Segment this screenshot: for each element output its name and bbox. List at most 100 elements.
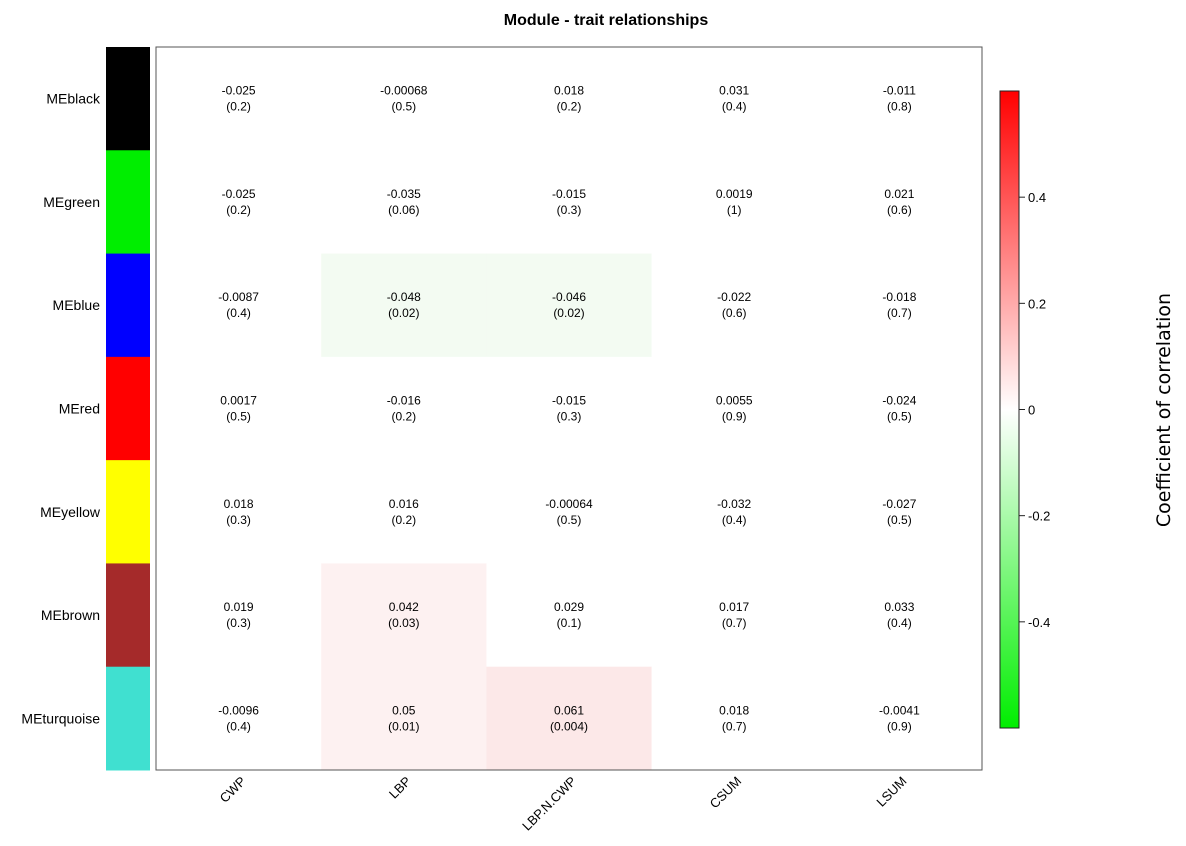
- cell-pvalue: (0.2): [226, 203, 251, 217]
- cell-value: 0.018: [719, 703, 749, 717]
- row-swatch-MEturquoise: [106, 666, 150, 771]
- cell-value: -0.025: [222, 187, 256, 201]
- row-label-MEyellow: MEyellow: [40, 504, 101, 520]
- cell-MEgreen-CWP: [156, 150, 322, 255]
- cell-value: -0.00068: [380, 84, 428, 98]
- cell-MEturquoise-LBP: [321, 666, 487, 771]
- cell-MEblack-CWP: [156, 47, 322, 151]
- cell-value: -0.024: [882, 394, 916, 408]
- cell-pvalue: (0.2): [391, 513, 416, 527]
- cell-value: 0.042: [389, 600, 419, 614]
- row-labels: MEblack MEgreen MEblue MEred MEyellow MEbrown…: [21, 91, 101, 727]
- legend-tick-label: -0.2: [1028, 509, 1050, 524]
- cell-MEbrown-LBP: [321, 563, 487, 668]
- legend-title: Coefficient of correlation: [1153, 293, 1175, 527]
- cell-value: -0.032: [717, 497, 751, 511]
- cell-pvalue: (0.02): [388, 306, 419, 320]
- cell-value: -0.0096: [218, 703, 259, 717]
- cell-MEyellow-LBP.N.CWP: [486, 460, 653, 564]
- cell-value: -0.016: [387, 394, 421, 408]
- cell-pvalue: (0.4): [226, 719, 251, 733]
- legend-colorbar: [999, 90, 1020, 729]
- column-label-CSUM: CSUM: [707, 774, 745, 812]
- cell-MEred-LBP.N.CWP: [486, 356, 653, 461]
- cell-pvalue: (0.2): [391, 410, 416, 424]
- cell-value: 0.018: [224, 497, 254, 511]
- cell-pvalue: (0.01): [388, 719, 419, 733]
- cell-value: -0.015: [552, 187, 586, 201]
- cell-MEgreen-LBP.N.CWP: [486, 150, 653, 255]
- color-legend: 0.4 0.2 0 -0.2 -0.4 Coefficient of correlati…: [999, 90, 1175, 729]
- cell-pvalue: (0.5): [887, 410, 912, 424]
- cell-value: -0.0041: [879, 703, 920, 717]
- cell-pvalue: (0.2): [226, 100, 251, 114]
- cell-value: 0.0017: [220, 394, 257, 408]
- legend-tick-label: -0.4: [1028, 615, 1050, 630]
- column-labels: CWP LBP LBP.N.CWP CSUM LSUM: [217, 774, 910, 834]
- cell-value: -0.048: [387, 290, 421, 304]
- chart-title: Module - trait relationships: [504, 12, 709, 29]
- cell-value: -0.025: [222, 84, 256, 98]
- cell-MEblack-LBP.N.CWP: [486, 47, 653, 151]
- cell-pvalue: (0.5): [557, 513, 582, 527]
- column-label-CWP: CWP: [217, 774, 249, 806]
- cell-value: 0.016: [389, 497, 419, 511]
- cell-MEyellow-CWP: [156, 460, 322, 564]
- cell-MEturquoise-CWP: [156, 666, 322, 771]
- cell-pvalue: (0.02): [553, 306, 584, 320]
- cell-pvalue: (0.9): [722, 410, 747, 424]
- cell-MEturquoise-LSUM: [816, 666, 983, 771]
- cell-value: 0.061: [554, 703, 584, 717]
- plot-frame: [155, 46, 983, 771]
- cell-pvalue: (0.6): [887, 203, 912, 217]
- cell-value: 0.033: [884, 600, 914, 614]
- cell-pvalue: (0.004): [550, 719, 588, 733]
- cell-MEturquoise-CSUM: [651, 666, 818, 771]
- cell-value: -0.018: [882, 290, 916, 304]
- cell-value: 0.05: [392, 703, 416, 717]
- cell-pvalue: (0.4): [722, 100, 747, 114]
- cell-pvalue: (1): [727, 203, 742, 217]
- cell-pvalue: (0.3): [557, 410, 582, 424]
- heatmap-cells: -0.025 (0.2) -0.00068 (0.5) 0.018 (0.2) 0.031 (…: [156, 47, 983, 771]
- cell-pvalue: (0.4): [722, 513, 747, 527]
- cell-MEyellow-LBP: [321, 460, 487, 564]
- row-swatch-MEgreen: [106, 150, 150, 255]
- legend-tick-label: 0.4: [1028, 190, 1046, 205]
- cell-value: 0.0019: [716, 187, 753, 201]
- cell-MEturquoise-LBP.N.CWP: [486, 666, 653, 771]
- row-color-swatches: [106, 47, 150, 771]
- cell-MEred-LSUM: [816, 356, 983, 461]
- cell-pvalue: (0.4): [887, 616, 912, 630]
- cell-MEred-CSUM: [651, 356, 818, 461]
- cell-MEyellow-CSUM: [651, 460, 818, 564]
- cell-MEblack-LBP: [321, 47, 487, 151]
- cell-value: 0.017: [719, 600, 749, 614]
- cell-MEyellow-LSUM: [816, 460, 983, 564]
- cell-value: -0.015: [552, 394, 586, 408]
- cell-pvalue: (0.3): [226, 616, 251, 630]
- column-label-LBP.N.CWP: LBP.N.CWP: [519, 774, 579, 834]
- row-label-MEred: MEred: [59, 401, 100, 417]
- column-label-LSUM: LSUM: [873, 774, 909, 810]
- cell-pvalue: (0.9): [887, 719, 912, 733]
- cell-pvalue: (0.7): [722, 719, 747, 733]
- cell-MEred-CWP: [156, 356, 322, 461]
- cell-value: -0.00064: [545, 497, 593, 511]
- cell-pvalue: (0.7): [887, 306, 912, 320]
- cell-pvalue: (0.1): [557, 616, 582, 630]
- cell-value: 0.031: [719, 84, 749, 98]
- cell-MEbrown-LSUM: [816, 563, 983, 668]
- cell-MEgreen-LSUM: [816, 150, 983, 255]
- row-swatch-MEblack: [106, 47, 150, 151]
- row-swatch-MEblue: [106, 253, 150, 358]
- cell-MEblue-LBP.N.CWP: [486, 253, 653, 358]
- cell-pvalue: (0.03): [388, 616, 419, 630]
- cell-MEblue-CSUM: [651, 253, 818, 358]
- cell-value: -0.011: [883, 84, 916, 98]
- cell-MEbrown-CWP: [156, 563, 322, 668]
- cell-value: 0.018: [554, 84, 584, 98]
- cell-pvalue: (0.3): [226, 513, 251, 527]
- row-swatch-MEbrown: [106, 563, 150, 668]
